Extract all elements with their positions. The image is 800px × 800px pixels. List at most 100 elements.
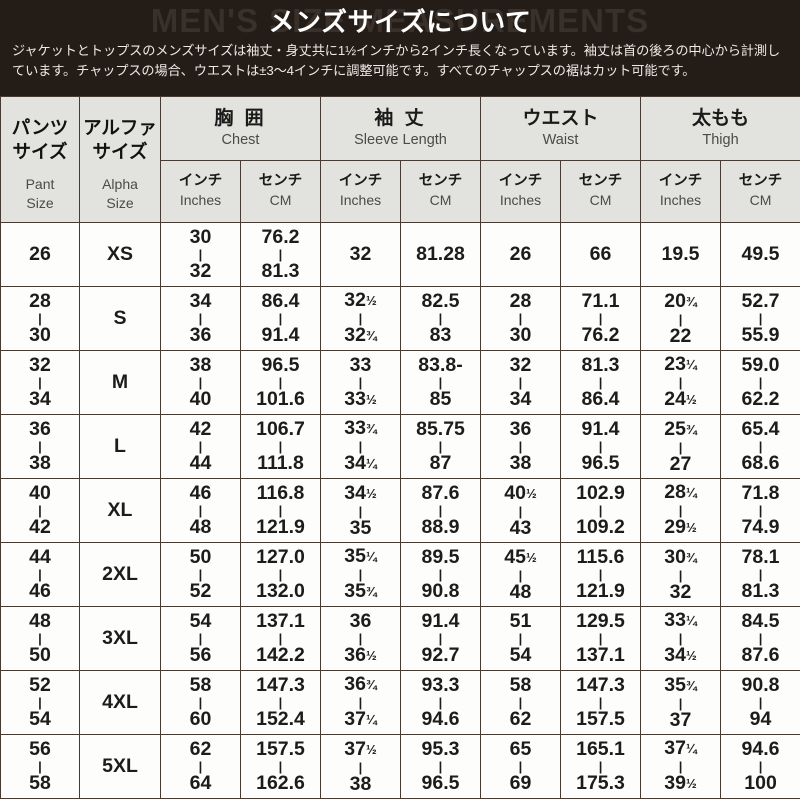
cell-sleeve-cm: 85.75 | 87 — [400, 414, 481, 479]
cell-waist-inches: 32 | 34 — [480, 350, 561, 415]
page-title: メンズサイズについて — [268, 7, 532, 37]
cell-thigh-inches: 28¼ | 29½ — [640, 478, 722, 543]
table-row: 44 | 46 2XL 50 | 52 127.0 | 132.0 35¼ | 35¾ 89.5 | 90.8… — [0, 542, 800, 607]
header-unit-chest-cm: センチ CM — [240, 160, 321, 223]
header-alpha-size: アルファ サイズ Alpha Size — [79, 96, 161, 223]
cell-alpha-size: 3XL — [79, 606, 161, 671]
header-unit-chest-cm-jp: センチ — [258, 173, 303, 189]
cell-chest-cm: 157.5 | 162.6 — [240, 734, 321, 799]
cell-sleeve-inches: 32 — [320, 222, 401, 287]
header-banner: MEN'S SIZE MEASUREMENTS メンズサイズについて ジャケット… — [0, 0, 800, 96]
cell-sleeve-inches: 36 | 36½ — [320, 606, 401, 671]
cell-alpha-size: L — [79, 414, 161, 479]
cell-sleeve-cm: 81.28 — [400, 222, 481, 287]
cell-thigh-inches: 37¼ | 39½ — [640, 734, 722, 799]
header-alpha-size-jp-line1: アルファ — [83, 116, 157, 138]
cell-waist-inches: 45½ | 48 — [480, 542, 561, 607]
cell-alpha-size: XS — [79, 222, 161, 287]
cell-pant-size: 52 | 54 — [0, 670, 80, 735]
cell-chest-cm: 106.7 | 111.8 — [240, 414, 321, 479]
cell-chest-cm: 76.2 | 81.3 — [240, 222, 321, 287]
cell-thigh-cm: 59.0 | 62.2 — [720, 350, 800, 415]
cell-thigh-inches: 20¾ | 22 — [640, 286, 722, 351]
cell-waist-inches: 51 | 54 — [480, 606, 561, 671]
header-row-units: インチ Inches センチ CM インチ Inches センチ CM インチ — [1, 160, 800, 223]
cell-waist-cm: 147.3 | 157.5 — [559, 670, 642, 735]
cell-alpha-size: S — [79, 286, 161, 351]
cell-sleeve-cm: 83.8- | 85 — [400, 350, 481, 415]
header-alpha-size-en-line2: Size — [106, 194, 134, 211]
header-group-thigh-jp: 太もも — [692, 107, 750, 129]
header-unit-waist-inches: インチ Inches — [480, 160, 561, 223]
cell-thigh-cm: 52.7 | 55.9 — [720, 286, 800, 351]
cell-pant-size: 26 — [0, 222, 80, 287]
cell-waist-cm: 115.6 | 121.9 — [559, 542, 642, 607]
table-row: 36 | 38 L 42 | 44 106.7 | 111.8 33¾ | 34¼ 85.75 | 87 36 |… — [0, 414, 800, 479]
header-unit-waist-cm-en: CM — [589, 192, 612, 208]
cell-chest-inches: 50 | 52 — [160, 542, 241, 607]
table-body: 26 XS 30 | 32 76.2 | 81.3 32 81.28 26 66 19.5 49.5 28 |… — [0, 222, 800, 799]
cell-pant-size: 56 | 58 — [0, 734, 80, 799]
cell-thigh-inches: 19.5 — [640, 222, 722, 287]
cell-thigh-cm: 84.5 | 87.6 — [720, 606, 800, 671]
cell-waist-inches: 58 | 62 — [480, 670, 561, 735]
table-row: 26 XS 30 | 32 76.2 | 81.3 32 81.28 26 66 19.5 49.5 — [0, 222, 800, 287]
cell-sleeve-cm: 89.5 | 90.8 — [400, 542, 481, 607]
cell-waist-cm: 129.5 | 137.1 — [559, 606, 642, 671]
header-unit-thigh-cm-en: CM — [749, 192, 772, 208]
cell-waist-cm: 81.3 | 86.4 — [559, 350, 642, 415]
header-unit-sleeve-inches: インチ Inches — [320, 160, 401, 223]
header-unit-chest-inches-jp: インチ — [178, 173, 223, 189]
table-row: 56 | 58 5XL 62 | 64 157.5 | 162.6 37½ | 38 95.3 | 96.5 6… — [0, 734, 800, 799]
cell-thigh-inches: 30¾ | 32 — [640, 542, 722, 607]
cell-thigh-cm: 71.8 | 74.9 — [720, 478, 800, 543]
cell-sleeve-inches: 34½ | 35 — [320, 478, 401, 543]
header-unit-thigh-cm: センチ CM — [720, 160, 800, 223]
cell-waist-inches: 36 | 38 — [480, 414, 561, 479]
table-row: 48 | 50 3XL 54 | 56 137.1 | 142.2 36 | 36½ 91.4 | 92.7 5… — [0, 606, 800, 671]
cell-chest-cm: 147.3 | 152.4 — [240, 670, 321, 735]
cell-chest-inches: 30 | 32 — [160, 222, 241, 287]
cell-waist-inches: 28 | 30 — [480, 286, 561, 351]
cell-sleeve-cm: 93.3 | 94.6 — [400, 670, 481, 735]
cell-chest-cm: 127.0 | 132.0 — [240, 542, 321, 607]
header-unit-chest-inches: インチ Inches — [160, 160, 241, 223]
header-alpha-size-en-line1: Alpha — [102, 175, 138, 192]
cell-pant-size: 44 | 46 — [0, 542, 80, 607]
cell-thigh-cm: 49.5 — [720, 222, 800, 287]
header-pant-size: パンツ サイズ Pant Size — [0, 96, 80, 223]
header-unit-chest-cm-en: CM — [269, 192, 292, 208]
header-group-waist-en: Waist — [542, 131, 579, 148]
table-row: 40 | 42 XL 46 | 48 116.8 | 121.9 34½ | 35 87.6 | 88.9 40… — [0, 478, 800, 543]
cell-alpha-size: M — [79, 350, 161, 415]
cell-chest-inches: 34 | 36 — [160, 286, 241, 351]
cell-alpha-size: XL — [79, 478, 161, 543]
cell-thigh-cm: 90.8 | 94 — [720, 670, 800, 735]
header-pant-size-en-line1: Pant — [25, 175, 55, 192]
cell-thigh-cm: 65.4 | 68.6 — [720, 414, 800, 479]
cell-thigh-inches: 35¾ | 37 — [640, 670, 722, 735]
header-unit-thigh-cm-jp: センチ — [738, 173, 783, 189]
cell-chest-inches: 58 | 60 — [160, 670, 241, 735]
size-chart-table: パンツ サイズ Pant Size アルファ サイズ Alpha Size 胸 … — [0, 96, 800, 799]
header-pant-size-en-line2: Size — [26, 194, 54, 211]
cell-alpha-size: 4XL — [79, 670, 161, 735]
header-unit-chest-inches-en: Inches — [179, 192, 222, 208]
cell-thigh-inches: 33¼ | 34½ — [640, 606, 722, 671]
cell-sleeve-inches: 37½ | 38 — [320, 734, 401, 799]
banner-description: ジャケットとトップスのメンズサイズは袖丈・身丈共に1½インチから2インチ長くなっ… — [12, 43, 781, 78]
header-unit-waist-cm-jp: センチ — [578, 173, 623, 189]
table-row: 52 | 54 4XL 58 | 60 147.3 | 152.4 36¾ | 37¼ 93.3 | 94.6… — [0, 670, 800, 735]
cell-waist-inches: 26 — [480, 222, 561, 287]
header-group-waist: ウエスト Waist — [479, 96, 642, 161]
cell-chest-cm: 96.5 | 101.6 — [240, 350, 321, 415]
cell-chest-inches: 38 | 40 — [160, 350, 241, 415]
cell-sleeve-cm: 82.5 | 83 — [400, 286, 481, 351]
header-unit-waist-inches-en: Inches — [499, 192, 542, 208]
header-unit-waist-cm: センチ CM — [559, 160, 642, 223]
header-unit-waist-inches-jp: インチ — [498, 173, 543, 189]
cell-chest-inches: 42 | 44 — [160, 414, 241, 479]
cell-chest-cm: 137.1 | 142.2 — [240, 606, 321, 671]
cell-waist-cm: 66 — [559, 222, 642, 287]
